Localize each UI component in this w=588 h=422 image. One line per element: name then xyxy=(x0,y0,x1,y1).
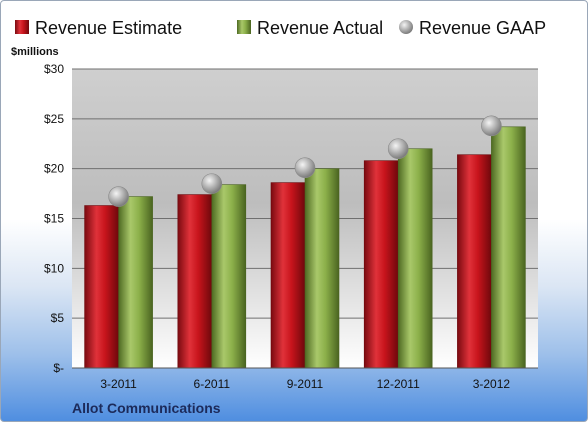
y-tick-label: $10 xyxy=(44,261,64,275)
bar-revenue-actual xyxy=(304,168,340,369)
legend-swatch-gaap xyxy=(399,20,413,34)
legend-label-actual: Revenue Actual xyxy=(257,18,383,38)
marker-revenue-gaap xyxy=(108,186,129,207)
y-axis-ticks: $- $5 $10 $15 $20 $25 $30 xyxy=(44,62,64,375)
y-tick-label: $15 xyxy=(44,212,64,226)
y-tick-label: $20 xyxy=(44,162,64,176)
y-tick-label: $25 xyxy=(44,112,64,126)
bar-revenue-actual xyxy=(397,148,433,369)
bars xyxy=(84,126,526,369)
bar-revenue-estimate xyxy=(363,160,399,369)
legend-swatch-actual xyxy=(237,20,251,34)
bar-revenue-estimate xyxy=(177,194,213,369)
bar-revenue-estimate xyxy=(457,154,492,369)
x-tick-label: 12-2011 xyxy=(377,377,420,391)
gaap-markers xyxy=(108,115,502,207)
legend-swatch-estimate xyxy=(15,20,29,34)
marker-revenue-gaap xyxy=(201,173,223,194)
x-tick-label: 6-2011 xyxy=(194,377,231,391)
x-tick-label: 3-2012 xyxy=(473,377,511,391)
bar-revenue-estimate xyxy=(270,182,306,369)
legend-label-gaap: Revenue GAAP xyxy=(419,18,546,38)
bar-revenue-actual xyxy=(211,184,247,369)
y-tick-label: $30 xyxy=(44,62,64,76)
x-axis-ticks: 3-2011 6-2011 9-2011 12-2011 3-2012 xyxy=(100,377,510,391)
marker-revenue-gaap xyxy=(387,138,409,160)
marker-revenue-gaap xyxy=(481,115,502,137)
unit-label: $millions xyxy=(11,46,59,58)
bar-revenue-estimate xyxy=(84,205,119,369)
x-tick-label: 3-2011 xyxy=(100,377,137,391)
bar-revenue-actual xyxy=(118,196,153,369)
bar-revenue-actual xyxy=(491,126,526,369)
x-tick-label: 9-2011 xyxy=(287,377,324,391)
company-label: Allot Communications xyxy=(72,400,221,416)
legend: Revenue Estimate Revenue Actual Revenue … xyxy=(15,18,546,38)
y-tick-label: $5 xyxy=(51,311,65,325)
y-tick-label: $- xyxy=(53,361,64,375)
legend-label-estimate: Revenue Estimate xyxy=(35,18,182,38)
marker-revenue-gaap xyxy=(294,157,316,178)
